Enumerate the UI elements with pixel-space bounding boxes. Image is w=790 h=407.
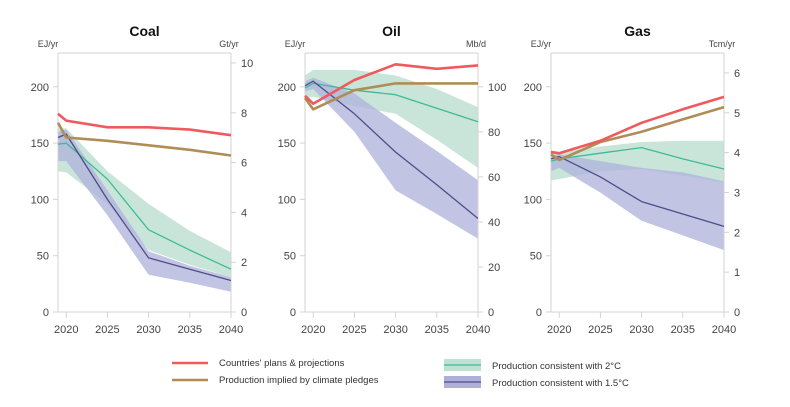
x-tick-label: 2040 xyxy=(219,324,243,336)
x-tick-label: 2025 xyxy=(588,324,612,336)
y2-tick-label: 4 xyxy=(734,148,740,160)
x-tick-label: 2035 xyxy=(178,324,202,336)
right-axis-unit: Mb/d xyxy=(466,39,486,49)
y-tick-label: 150 xyxy=(31,138,49,150)
legend-label-2c: Production consistent with 2°C xyxy=(492,361,621,372)
series-15c-line xyxy=(550,155,725,228)
y-tick-label: 50 xyxy=(37,251,49,263)
y-tick-label: 200 xyxy=(524,82,542,94)
y-tick-label: 0 xyxy=(536,307,542,319)
y2-tick-label: 80 xyxy=(488,127,500,139)
left-axis-unit: EJ/yr xyxy=(285,39,306,49)
band-15c xyxy=(305,77,478,239)
y2-tick-label: 2 xyxy=(734,227,740,239)
x-tick-label: 2030 xyxy=(629,324,653,336)
left-axis-unit: EJ/yr xyxy=(38,39,59,49)
y-tick-label: 150 xyxy=(524,138,542,150)
y2-tick-label: 0 xyxy=(734,307,740,319)
x-tick-label: 2040 xyxy=(712,324,736,336)
series-2c-line xyxy=(304,82,479,123)
y2-tick-label: 40 xyxy=(488,217,500,229)
series-plans-line xyxy=(304,63,479,105)
y2-tick-label: 0 xyxy=(488,307,494,319)
series-pledges-line xyxy=(550,105,725,162)
y-tick-label: 200 xyxy=(278,82,296,94)
y2-tick-label: 3 xyxy=(734,187,740,199)
right-axis-unit: Gt/yr xyxy=(219,39,239,49)
y2-tick-label: 1 xyxy=(734,267,740,279)
y-tick-label: 50 xyxy=(284,251,296,263)
y2-tick-label: 5 xyxy=(734,108,740,120)
x-tick-label: 2025 xyxy=(342,324,366,336)
panel-title: Gas xyxy=(624,23,651,39)
x-tick-label: 2020 xyxy=(301,324,325,336)
band-15c xyxy=(551,154,724,251)
y-tick-label: 50 xyxy=(530,251,542,263)
series-plans-line xyxy=(550,95,725,155)
series-15c-line xyxy=(304,80,479,220)
panel-coal: Coal EJ/yr Gt/yr 0 50 100 150 200 0 2 4 6 8 10 2020 202… xyxy=(31,23,254,336)
y-tick-label: 100 xyxy=(31,194,49,206)
series-pledges-line xyxy=(56,122,232,157)
band-2c xyxy=(58,128,231,278)
left-axis-unit: EJ/yr xyxy=(531,39,552,49)
x-tick-label: 2020 xyxy=(54,324,78,336)
y2-tick-label: 20 xyxy=(488,262,500,274)
y2-tick-label: 100 xyxy=(488,82,506,94)
y2-tick-label: 6 xyxy=(734,68,740,80)
y-tick-label: 150 xyxy=(278,138,296,150)
y2-tick-label: 4 xyxy=(241,207,247,219)
y2-tick-label: 8 xyxy=(241,108,247,120)
legend-label-15c: Production consistent with 1.5°C xyxy=(492,378,629,389)
series-pledges-line xyxy=(303,82,478,111)
y2-tick-label: 60 xyxy=(488,172,500,184)
series-plans-line xyxy=(57,112,232,137)
x-tick-label: 2030 xyxy=(383,324,407,336)
y-tick-label: 0 xyxy=(43,307,49,319)
x-tick-label: 2025 xyxy=(95,324,119,336)
x-tick-label: 2035 xyxy=(671,324,695,336)
legend-label-plans: Countries' plans & projections xyxy=(219,358,345,369)
y-tick-label: 0 xyxy=(290,307,296,319)
y2-tick-label: 2 xyxy=(241,257,247,269)
panel-title: Coal xyxy=(129,23,159,39)
panel-gas: Gas EJ/yr Tcm/yr 0 50 100 150 200 0 1 2 3 4 5 6 2020 202… xyxy=(524,23,740,336)
y2-tick-label: 6 xyxy=(241,158,247,170)
y-tick-label: 100 xyxy=(524,194,542,206)
x-tick-label: 2040 xyxy=(466,324,490,336)
x-tick-label: 2035 xyxy=(425,324,449,336)
panel-title: Oil xyxy=(382,23,401,39)
legend: Countries' plans & projections Productio… xyxy=(172,358,629,389)
x-tick-label: 2030 xyxy=(136,324,160,336)
y-tick-label: 200 xyxy=(31,82,49,94)
legend-label-pledges: Production implied by climate pledges xyxy=(219,375,379,386)
series-2c-line xyxy=(57,142,232,270)
y2-tick-label: 0 xyxy=(241,307,247,319)
x-tick-label: 2020 xyxy=(547,324,571,336)
y2-tick-label: 10 xyxy=(241,58,253,70)
y-tick-label: 100 xyxy=(278,194,296,206)
right-axis-unit: Tcm/yr xyxy=(709,39,736,49)
